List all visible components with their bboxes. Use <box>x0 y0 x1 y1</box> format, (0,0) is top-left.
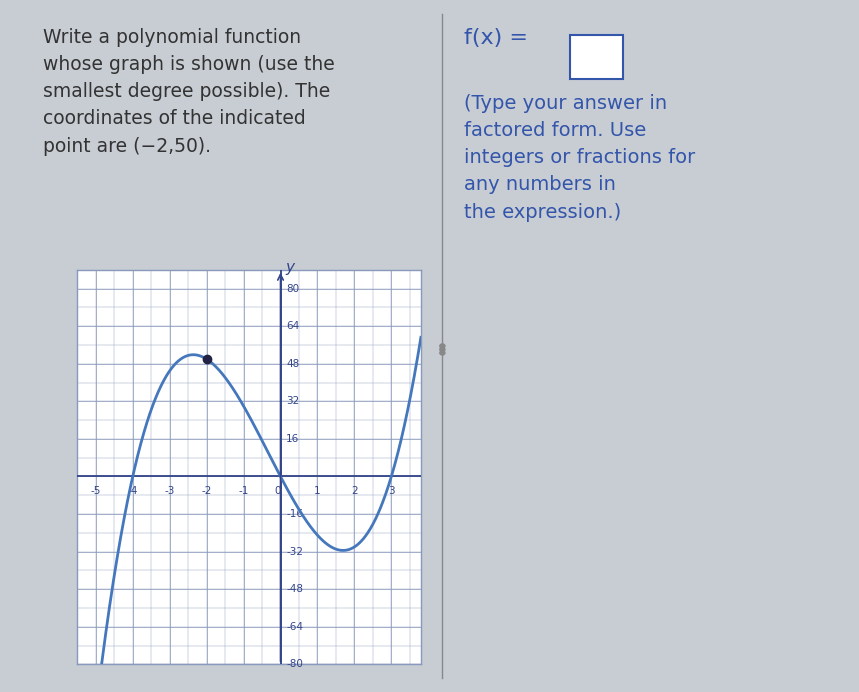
Text: 0: 0 <box>274 486 281 496</box>
Text: -1: -1 <box>239 486 249 496</box>
Text: -80: -80 <box>286 659 303 669</box>
Text: -32: -32 <box>286 547 303 556</box>
Text: 48: 48 <box>286 358 299 369</box>
Text: 3: 3 <box>388 486 394 496</box>
Text: -4: -4 <box>127 486 138 496</box>
Text: -48: -48 <box>286 584 303 594</box>
Text: 80: 80 <box>286 284 299 293</box>
Text: 1: 1 <box>314 486 320 496</box>
Text: y: y <box>285 260 295 275</box>
Text: 2: 2 <box>351 486 357 496</box>
Text: -64: -64 <box>286 621 303 632</box>
Text: f(x) =: f(x) = <box>464 28 535 48</box>
Text: 16: 16 <box>286 434 299 444</box>
Text: -3: -3 <box>164 486 175 496</box>
Text: (Type your answer in
factored form. Use
integers or fractions for
any numbers in: (Type your answer in factored form. Use … <box>464 93 695 221</box>
Text: -5: -5 <box>90 486 101 496</box>
Text: Write a polynomial function
whose graph is shown (use the
smallest degree possib: Write a polynomial function whose graph … <box>43 28 335 156</box>
Text: 32: 32 <box>286 397 299 406</box>
FancyBboxPatch shape <box>570 35 623 80</box>
Text: -16: -16 <box>286 509 303 519</box>
Text: -2: -2 <box>201 486 212 496</box>
Text: 64: 64 <box>286 321 299 331</box>
